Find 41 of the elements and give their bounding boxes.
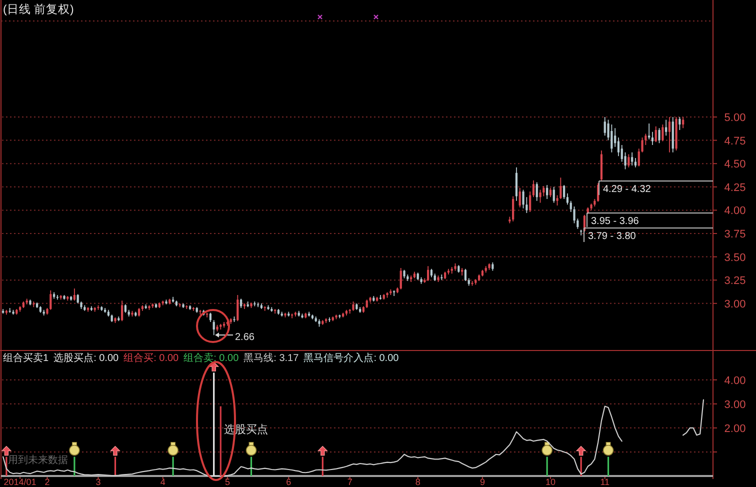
candlestick (648, 124, 650, 140)
y-tick-label: 3.00 (724, 398, 746, 411)
y-tick-label: 4.50 (724, 158, 746, 171)
candlestick (32, 302, 35, 308)
x-tick-label: 11 (600, 477, 610, 487)
x-tick-label: 2014/01 (4, 477, 36, 487)
y-tick-label: 4.25 (724, 182, 746, 194)
y-tick-label: 4.00 (724, 205, 746, 218)
annotation: 3.79 - 3.80 (588, 231, 636, 242)
annotation: 选股买点 (224, 423, 268, 436)
x-tick-label: 6 (286, 477, 292, 487)
y-tick-label: 3.25 (724, 275, 746, 288)
candlestick (206, 312, 208, 318)
annotation: 2.66 (235, 332, 255, 343)
y-tick-label: 4.00 (724, 374, 746, 387)
chart-title: (日线 前复权) (3, 3, 74, 16)
y-tick-label: 5.00 (724, 112, 746, 124)
annotation: 黑马信号介入点: 0.00 (304, 352, 400, 364)
y-tick-label: 3.75 (724, 228, 746, 240)
y-tick-label: 4.75 (724, 135, 746, 148)
candlestick (338, 314, 341, 318)
legend: 选股买点: 0.00 组合买: 0.00 组合卖: 0.00 黑马线: 3.17 (54, 353, 299, 364)
annotation: 用到未来数据 (8, 454, 68, 466)
x-tick-label: 7 (347, 477, 352, 487)
x-tick-label: 5 (224, 477, 230, 487)
y-tick-label: 2.00 (724, 422, 746, 435)
candlestick (580, 230, 582, 236)
candlestick (291, 314, 294, 318)
x-tick-label: 2 (44, 477, 50, 487)
x-tick-label: 4 (160, 477, 166, 487)
x-tick-label: 9 (480, 477, 485, 487)
candlestick (192, 307, 195, 311)
candlestick (264, 306, 266, 311)
x-tick-label: 8 (415, 477, 420, 487)
y-tick-label: 3.50 (724, 252, 746, 264)
x-tick-label: 3 (96, 477, 101, 487)
y-tick-label: 3.00 (724, 298, 746, 310)
annotation: 4.29 - 4.32 (603, 184, 652, 195)
x-tick-label: 10 (545, 477, 556, 487)
chart-title: 组合买卖1 (3, 352, 49, 364)
annotation: 3.95 - 3.96 (591, 216, 640, 227)
